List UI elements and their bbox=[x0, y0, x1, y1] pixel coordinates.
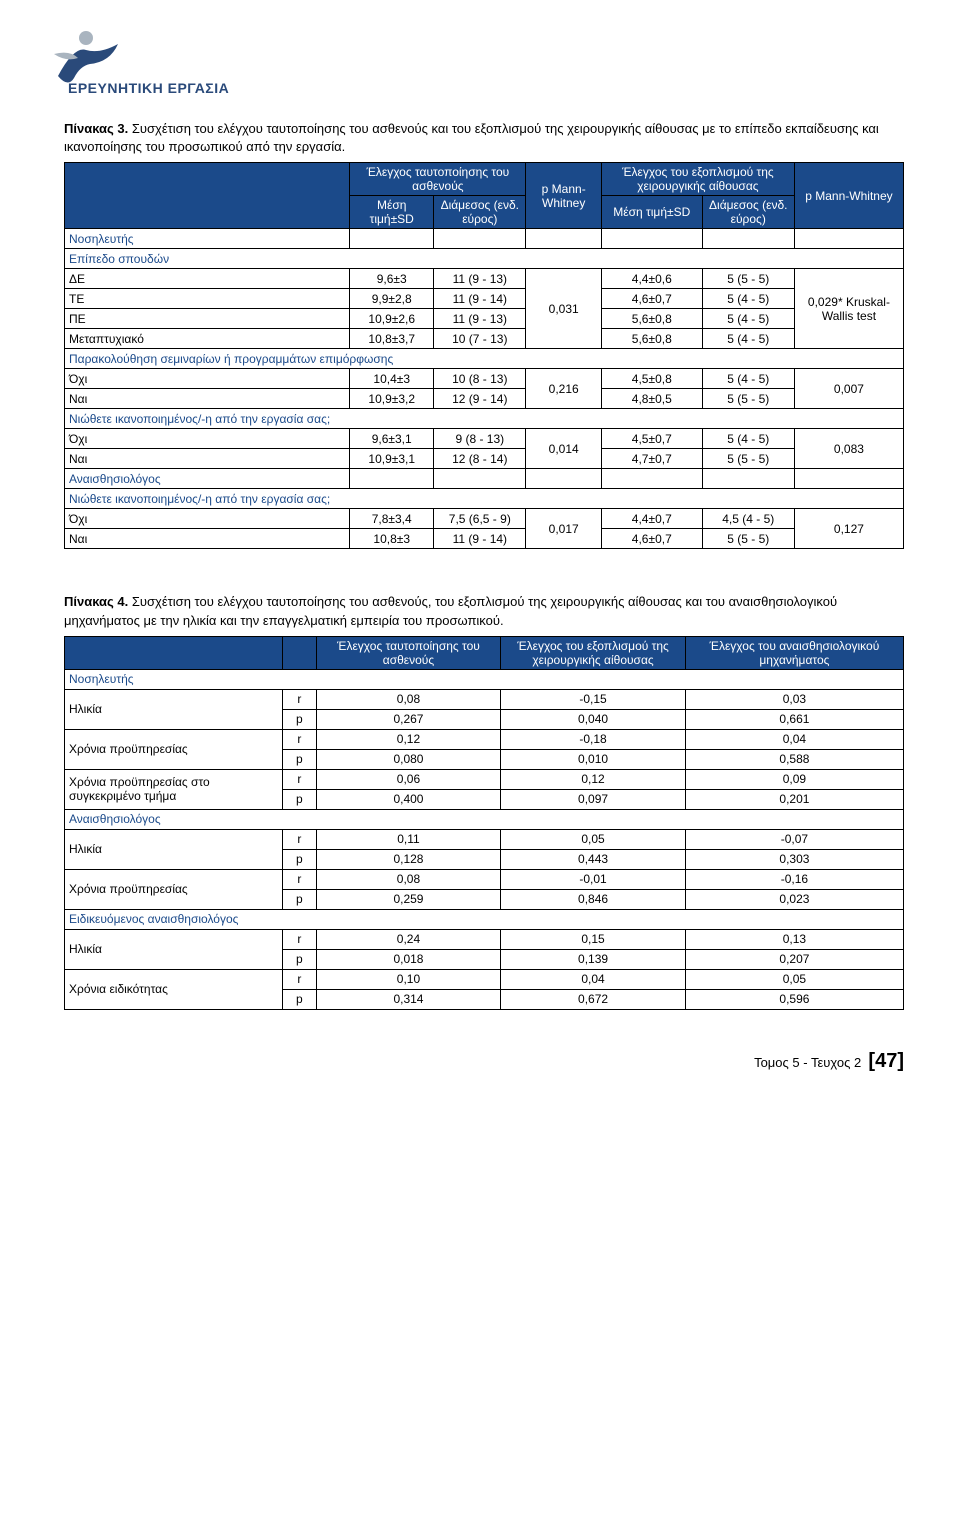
footer-page: [47] bbox=[868, 1050, 904, 1072]
table-row: Χρόνια προϋπηρεσίας στο συγκεκριμένο τμή… bbox=[65, 769, 904, 789]
table3-title: Πίνακας 3. Συσχέτιση του ελέγχου ταυτοπο… bbox=[64, 120, 904, 156]
table-row: Ναι 10,8±3 11 (9 - 14) 4,6±0,7 5 (5 - 5) bbox=[65, 529, 904, 549]
t3-h-mean1: Μέση τιμή±SD bbox=[350, 196, 434, 229]
t3-h-group2: Έλεγχος του εξοπλισμού της χειρουργικής … bbox=[601, 163, 794, 196]
table-row: Χρόνια ειδικότηταςr0,100,040,05 bbox=[65, 969, 904, 989]
table4-title: Πίνακας 4. Συσχέτιση του ελέγχου ταυτοπο… bbox=[64, 593, 904, 629]
footer-issue: Τομος 5 - Τευχος 2 bbox=[754, 1055, 861, 1070]
t4-sec-nurse: Νοσηλευτής bbox=[65, 669, 904, 689]
t3-h-group1: Έλεγχος ταυτοποίησης του ασθενούς bbox=[350, 163, 526, 196]
table-row: Όχι 7,8±3,4 7,5 (6,5 - 9) 0,017 4,4±0,7 … bbox=[65, 509, 904, 529]
t4-h3: Έλεγχος ταυτοποίησης του ασθενούς bbox=[316, 636, 501, 669]
table3-title-bold: Πίνακας 3. bbox=[64, 121, 128, 136]
t4-sec-resident: Ειδικευόμενος αναισθησιολόγος bbox=[65, 909, 904, 929]
t3-sec-sem: Παρακολούθηση σεμιναρίων ή προγραμμάτων … bbox=[65, 349, 904, 369]
t4-h5: Έλεγχος του αναισθησιολογικού μηχανήματο… bbox=[685, 636, 903, 669]
table-row: Ηλικίαr0,08-0,150,03 bbox=[65, 689, 904, 709]
table4-title-bold: Πίνακας 4. bbox=[64, 594, 128, 609]
table-row: Χρόνια προϋπηρεσίαςr0,08-0,01-0,16 bbox=[65, 869, 904, 889]
table-row: Ναι 10,9±3,1 12 (8 - 14) 4,7±0,7 5 (5 - … bbox=[65, 449, 904, 469]
table-row: ΔΕ 9,6±3 11 (9 - 13) 0,031 4,4±0,6 5 (5 … bbox=[65, 269, 904, 289]
table-row: Ηλικίαr0,240,150,13 bbox=[65, 929, 904, 949]
t3-h-med1: Διάμεσος (ενδ. εύρος) bbox=[434, 196, 526, 229]
table-row: Ηλικίαr0,110,05-0,07 bbox=[65, 829, 904, 849]
t3-h-p2: p Mann-Whitney bbox=[794, 163, 903, 229]
t3-h-mean2: Μέση τιμή±SD bbox=[601, 196, 702, 229]
t3-sec-anes: Αναισθησιολόγος bbox=[65, 469, 350, 489]
table3-title-rest: Συσχέτιση του ελέγχου ταυτοποίησης του α… bbox=[64, 121, 879, 154]
table-row: Όχι 10,4±3 10 (8 - 13) 0,216 4,5±0,8 5 (… bbox=[65, 369, 904, 389]
table4-title-rest: Συσχέτιση του ελέγχου ταυτοποίησης του α… bbox=[64, 594, 837, 627]
table3: Έλεγχος ταυτοποίησης του ασθενούς p Mann… bbox=[64, 162, 904, 549]
logo-text: ΕΡΕΥΝΗΤΙΚΗ ΕΡΓΑΣΙΑ bbox=[68, 80, 229, 96]
table-row: ΠΕ 10,9±2,6 11 (9 - 13) 5,6±0,8 5 (4 - 5… bbox=[65, 309, 904, 329]
t3-h-med2: Διάμεσος (ενδ. εύρος) bbox=[702, 196, 794, 229]
table-row: Μεταπτυχιακό 10,8±3,7 10 (7 - 13) 5,6±0,… bbox=[65, 329, 904, 349]
page-footer: Τομος 5 - Τευχος 2 [47] bbox=[64, 1050, 904, 1073]
table-row: Ναι 10,9±3,2 12 (9 - 14) 4,8±0,5 5 (5 - … bbox=[65, 389, 904, 409]
t3-sec-nurse: Νοσηλευτής bbox=[65, 229, 350, 249]
t3-sec-edu: Επίπεδο σπουδών bbox=[65, 249, 904, 269]
t3-sec-sat2: Νιώθετε ικανοποιημένος/-η από την εργασί… bbox=[65, 489, 904, 509]
table4: Έλεγχος ταυτοποίησης του ασθενούς Έλεγχο… bbox=[64, 636, 904, 1010]
header-logo: ΕΡΕΥΝΗΤΙΚΗ ΕΡΓΑΣΙΑ bbox=[64, 40, 904, 110]
t4-h4: Έλεγχος του εξοπλισμού της χειρουργικής … bbox=[501, 636, 686, 669]
table-row: Χρόνια προϋπηρεσίαςr0,12-0,180,04 bbox=[65, 729, 904, 749]
table-row: Όχι 9,6±3,1 9 (8 - 13) 0,014 4,5±0,7 5 (… bbox=[65, 429, 904, 449]
t4-sec-anes: Αναισθησιολόγος bbox=[65, 809, 904, 829]
t3-sec-sat1: Νιώθετε ικανοποιημένος/-η από την εργασί… bbox=[65, 409, 904, 429]
t3-h-p1: p Mann-Whitney bbox=[526, 163, 602, 229]
table-row: ΤΕ 9,9±2,8 11 (9 - 14) 4,6±0,7 5 (4 - 5) bbox=[65, 289, 904, 309]
